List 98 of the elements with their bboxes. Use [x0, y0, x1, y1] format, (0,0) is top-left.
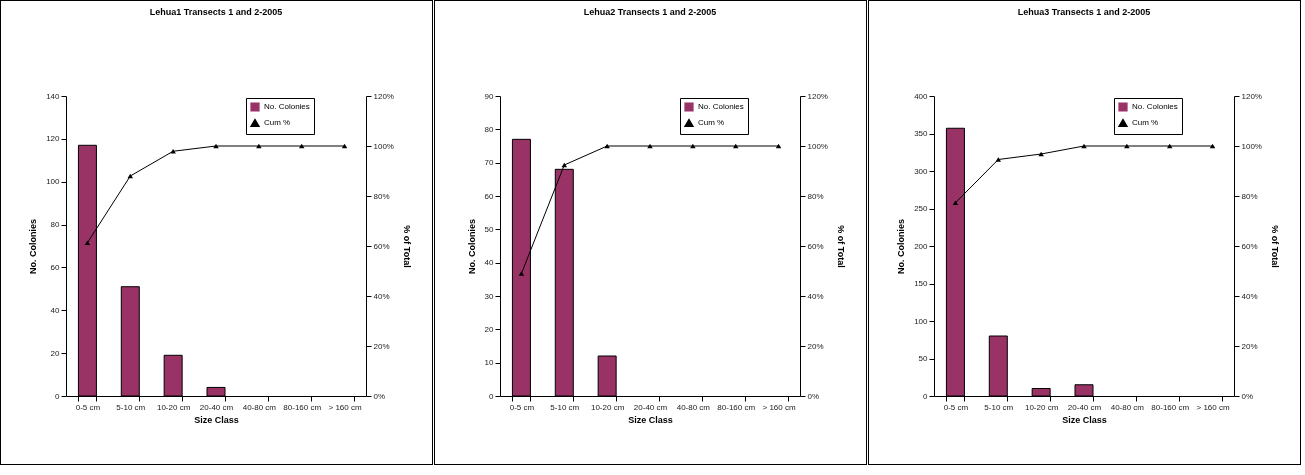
point: [213, 143, 219, 149]
x-tick-label: 10-20 cm: [156, 402, 191, 412]
x-tick-label: 5-10 cm: [116, 402, 146, 412]
x-tick-label: 80-160 cm: [283, 402, 322, 412]
legend-label: Cum %: [264, 118, 291, 127]
x-tick-label: 40-80 cm: [1110, 402, 1145, 412]
y-tick-label: 80: [484, 124, 495, 134]
x-tick-label: 10-20 cm: [1024, 402, 1059, 412]
y-tick-label: 300: [914, 166, 929, 176]
y2-tick-label: 60%: [807, 241, 824, 251]
x-tick-label: 0-5 cm: [509, 402, 535, 412]
y-tick-label: 120: [46, 134, 61, 144]
x-tick-label: 5-10 cm: [550, 402, 580, 412]
x-tick-label: 0-5 cm: [75, 402, 101, 412]
point: [952, 200, 959, 206]
x-tick-label: > 160 cm: [1196, 402, 1230, 412]
legend-label: Cum %: [698, 118, 725, 127]
y2-tick-label: 100%: [1241, 141, 1262, 151]
point: [647, 143, 653, 149]
y-tick-label: 40: [484, 258, 495, 268]
y2-tick-label: 20%: [1241, 341, 1258, 351]
y2-axis-title: % of Total: [835, 225, 846, 268]
y2-tick-label: 120%: [1241, 91, 1262, 101]
x-tick-label: 20-40 cm: [1067, 402, 1102, 412]
y2-tick-label: 60%: [373, 241, 390, 251]
y-tick-label: 150: [914, 279, 929, 288]
y-tick-label: 350: [914, 129, 929, 138]
y2-tick-label: 0%: [807, 391, 820, 401]
y2-axis-title: % of Total: [1269, 225, 1280, 268]
legend-label: No. Colonies: [264, 102, 310, 111]
y-axis-title: No. Colonies: [466, 218, 477, 275]
y-tick-label: 20: [50, 348, 61, 358]
y-tick-label: 50: [484, 224, 495, 234]
y-tick-label: 90: [484, 91, 495, 101]
y-tick-label: 400: [914, 91, 929, 101]
x-tick-label: 40-80 cm: [242, 402, 277, 412]
chart-title: Lehua2 Transects 1 and 2-2005: [583, 7, 717, 17]
y-tick-label: 60: [484, 191, 495, 201]
point: [995, 157, 1002, 162]
y-tick-label: 0: [923, 391, 929, 401]
y-axis-title: No. Colonies: [28, 218, 39, 275]
y-tick-label: 0: [55, 391, 61, 401]
y2-tick-label: 120%: [373, 91, 394, 101]
x-tick-label: > 160 cm: [762, 402, 796, 412]
y-tick-label: 50: [918, 354, 929, 363]
x-tick-label: 10-20 cm: [590, 402, 625, 412]
y-tick-label: 200: [914, 241, 929, 251]
y2-tick-label: 20%: [807, 341, 824, 351]
y-tick-label: 100: [914, 316, 929, 326]
x-axis-title: Size Class: [1062, 414, 1107, 425]
x-tick-label: 80-160 cm: [1151, 402, 1190, 412]
chart-title: Lehua3 Transects 1 and 2-2005: [1017, 7, 1151, 17]
y2-tick-label: 40%: [807, 291, 824, 301]
legend-label: No. Colonies: [698, 102, 744, 111]
y2-tick-label: 80%: [807, 191, 824, 201]
point: [1081, 143, 1087, 149]
point: [84, 240, 91, 246]
x-tick-label: 5-10 cm: [984, 402, 1014, 412]
y2-tick-label: 0%: [373, 391, 386, 401]
x-tick-label: > 160 cm: [328, 402, 362, 412]
y-tick-label: 60: [50, 262, 61, 272]
point: [775, 143, 782, 149]
y2-tick-label: 60%: [1241, 241, 1258, 251]
y-tick-label: 40: [50, 305, 61, 315]
y-tick-label: 0: [489, 391, 495, 401]
point: [170, 148, 176, 154]
x-tick-label: 0-5 cm: [943, 402, 969, 412]
y2-tick-label: 80%: [373, 191, 390, 201]
x-tick-label: 80-160 cm: [717, 402, 756, 412]
y-tick-label: 250: [914, 204, 929, 213]
chart-title: Lehua1 Transects 1 and 2-2005: [149, 7, 283, 17]
y-tick-label: 30: [484, 291, 495, 301]
y-tick-label: 10: [484, 358, 495, 368]
y2-tick-label: 20%: [373, 341, 390, 351]
x-tick-label: 20-40 cm: [199, 402, 234, 412]
y-tick-label: 80: [50, 220, 61, 230]
y-tick-label: 70: [484, 158, 495, 168]
y2-tick-label: 120%: [807, 91, 828, 101]
point: [1209, 143, 1216, 149]
y-tick-label: 20: [484, 324, 495, 334]
y2-tick-label: 100%: [807, 141, 828, 151]
x-axis-title: Size Class: [628, 414, 673, 425]
point: [518, 271, 525, 276]
y2-tick-label: 0%: [1241, 391, 1254, 401]
y2-tick-label: 40%: [1241, 291, 1258, 301]
point: [341, 143, 348, 149]
legend-label: No. Colonies: [1132, 102, 1178, 111]
y-axis-title: No. Colonies: [896, 218, 907, 275]
y2-axis-title: % of Total: [401, 225, 412, 268]
y2-tick-label: 100%: [373, 141, 394, 151]
legend-label: Cum %: [1132, 118, 1159, 127]
y2-tick-label: 80%: [1241, 191, 1258, 201]
y-tick-label: 140: [46, 91, 61, 101]
x-tick-label: 20-40 cm: [633, 402, 668, 412]
x-axis-title: Size Class: [194, 414, 239, 425]
y2-tick-label: 40%: [373, 291, 390, 301]
x-tick-label: 40-80 cm: [676, 402, 711, 412]
y-tick-label: 100: [46, 177, 61, 187]
